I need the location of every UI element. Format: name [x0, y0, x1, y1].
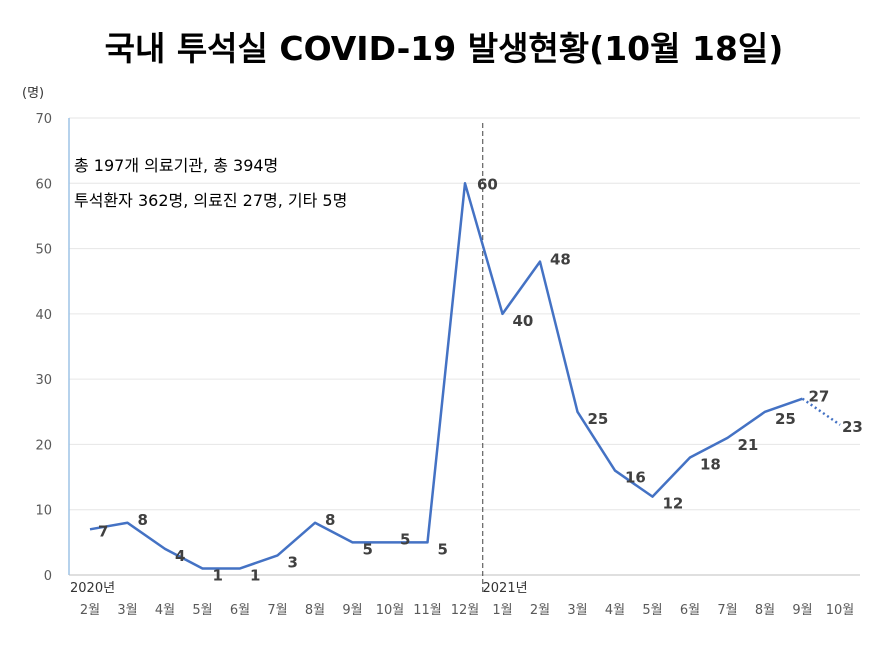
x-tick-label-4: 6월: [230, 603, 250, 618]
data-labels: 7 8 4 1 1 3 8 5 5 5 60 40 48 25 16 12 18 21 25 27 23: [98, 175, 863, 584]
annotation-breakdown: 투석환자 362명, 의료진 27명, 기타 5명: [74, 191, 347, 210]
x-tick-label-20: 10월: [826, 603, 855, 618]
annotation-total: 총 197개 의료기관, 총 394명: [74, 156, 278, 175]
x-tick-label-13: 3월: [567, 603, 587, 618]
series-line: [89, 182, 803, 570]
data-label-19: 27: [809, 388, 830, 406]
x-tick-label-19: 9월: [792, 603, 812, 618]
x-tick-label-11: 1월: [492, 603, 512, 618]
x-tick-labels: 2월 3월 4월 5월 6월 7월 8월 9월 10월 11월 12월 1월 2월 3월 4월 5월 6월 7월 8…: [80, 603, 854, 618]
y-tick-label-10: 10: [35, 504, 52, 519]
year-labels: 2020년 2021년: [70, 581, 528, 596]
year-label-0: 2020년: [70, 581, 115, 596]
data-label-16: 18: [700, 455, 721, 473]
x-tick-label-3: 5월: [192, 603, 212, 618]
data-label-2: 4: [175, 547, 185, 565]
data-label-15: 12: [663, 495, 684, 513]
year-label-1: 2021년: [483, 581, 528, 596]
data-label-6: 8: [325, 511, 335, 529]
x-tick-label-18: 8월: [755, 603, 775, 618]
data-label-0: 7: [98, 522, 108, 540]
data-label-5: 3: [288, 553, 298, 571]
data-label-17: 21: [738, 436, 759, 454]
data-label-9: 5: [438, 540, 448, 558]
x-tick-label-7: 9월: [342, 603, 362, 618]
y-tick-label-70: 70: [35, 112, 52, 127]
x-tick-label-12: 2월: [530, 603, 550, 618]
x-tick-label-10: 12월: [451, 603, 480, 618]
x-tick-label-15: 5월: [642, 603, 662, 618]
y-axis-unit-label: (명): [22, 86, 44, 101]
x-tick-label-5: 7월: [267, 603, 287, 618]
y-tick-label-20: 20: [35, 438, 52, 453]
data-label-4: 1: [250, 566, 260, 584]
x-tick-label-17: 7월: [717, 603, 737, 618]
data-label-14: 16: [625, 469, 646, 487]
y-tick-labels: 0 10 20 30 40 50 60 70: [35, 112, 52, 584]
data-label-1: 8: [138, 511, 148, 529]
y-tick-label-50: 50: [35, 243, 52, 258]
y-tick-label-40: 40: [35, 308, 52, 323]
data-label-7: 5: [363, 540, 373, 558]
data-label-3: 1: [213, 566, 223, 584]
data-label-18: 25: [775, 410, 796, 428]
y-tick-label-30: 30: [35, 373, 52, 388]
x-tick-label-6: 8월: [305, 603, 325, 618]
x-tick-label-16: 6월: [680, 603, 700, 618]
data-label-12: 48: [550, 251, 571, 269]
x-tick-label-1: 3월: [117, 603, 137, 618]
data-label-10: 60: [477, 175, 498, 193]
data-label-8: 5: [400, 530, 410, 548]
data-label-20: 23: [842, 418, 863, 436]
y-tick-label-0: 0: [44, 569, 52, 584]
chart-title: 국내 투석실 COVID-19 발생현황(10월 18일): [105, 29, 784, 68]
x-tick-label-9: 11월: [413, 603, 442, 618]
x-tick-label-14: 4월: [605, 603, 625, 618]
x-tick-label-0: 2월: [80, 603, 100, 618]
data-label-13: 25: [588, 410, 609, 428]
x-tick-label-8: 10월: [376, 603, 405, 618]
y-tick-label-60: 60: [35, 177, 52, 192]
data-label-11: 40: [513, 312, 534, 330]
x-tick-label-2: 4월: [155, 603, 175, 618]
